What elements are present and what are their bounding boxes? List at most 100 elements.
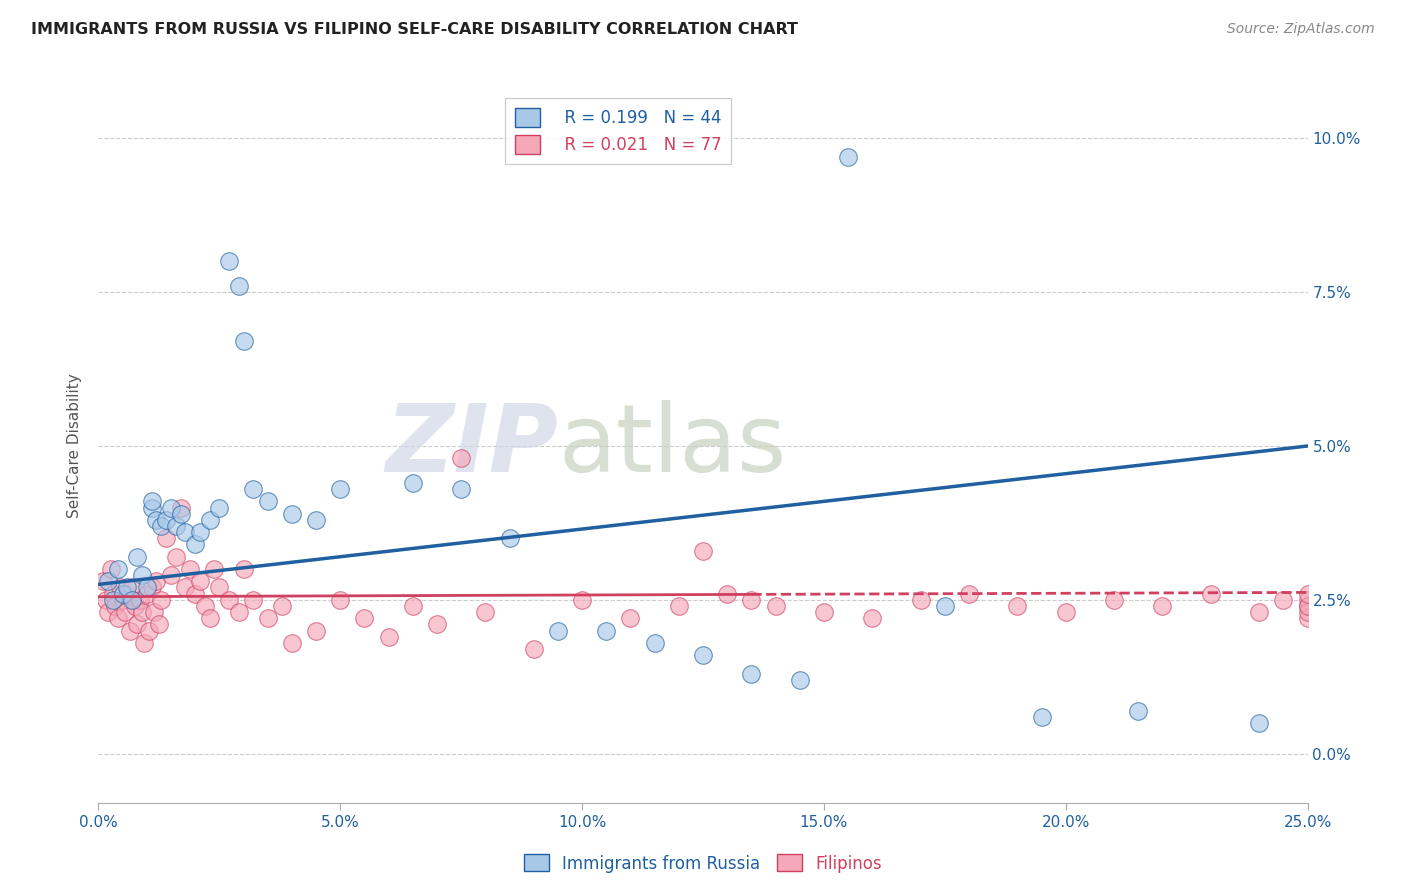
Point: [1296, 599, 1319, 613]
Point: [305, 624, 328, 638]
Point: [692, 648, 714, 662]
Point: [256, 611, 278, 625]
Point: [271, 599, 294, 613]
Point: [232, 562, 254, 576]
Point: [1128, 704, 1150, 718]
Point: [131, 568, 153, 582]
Point: [94, 592, 117, 607]
Point: [208, 581, 231, 595]
Point: [124, 599, 146, 613]
Point: [188, 525, 211, 540]
Point: [145, 513, 167, 527]
Point: [169, 507, 191, 521]
Point: [194, 599, 217, 613]
Point: [101, 592, 124, 607]
Point: [135, 587, 157, 601]
Point: [160, 568, 183, 582]
Point: [131, 605, 153, 619]
Point: [155, 513, 177, 527]
Point: [218, 592, 240, 607]
Point: [498, 531, 520, 545]
Point: [595, 624, 617, 638]
Point: [100, 562, 122, 576]
Point: [135, 581, 157, 595]
Point: [128, 592, 150, 607]
Point: [141, 581, 163, 595]
Point: [101, 587, 124, 601]
Point: [111, 587, 134, 601]
Point: [716, 587, 738, 601]
Point: [179, 562, 201, 576]
Point: [148, 617, 170, 632]
Point: [97, 574, 120, 589]
Point: [117, 587, 139, 601]
Point: [141, 494, 163, 508]
Point: [143, 605, 166, 619]
Point: [957, 587, 980, 601]
Point: [1152, 599, 1174, 613]
Point: [450, 482, 472, 496]
Point: [138, 624, 160, 638]
Text: atlas: atlas: [558, 400, 786, 492]
Text: Source: ZipAtlas.com: Source: ZipAtlas.com: [1227, 22, 1375, 37]
Point: [111, 592, 134, 607]
Point: [174, 581, 197, 595]
Point: [1054, 605, 1077, 619]
Point: [1249, 715, 1271, 730]
Point: [118, 624, 141, 638]
Point: [169, 500, 191, 515]
Point: [813, 605, 835, 619]
Point: [1296, 599, 1319, 613]
Point: [117, 581, 139, 595]
Point: [218, 254, 240, 268]
Point: [97, 605, 120, 619]
Point: [184, 587, 207, 601]
Point: [228, 605, 250, 619]
Point: [1199, 587, 1222, 601]
Point: [134, 636, 156, 650]
Point: [174, 525, 197, 540]
Point: [765, 599, 787, 613]
Point: [1296, 605, 1319, 619]
Point: [141, 500, 163, 515]
Point: [1031, 709, 1053, 723]
Point: [353, 611, 375, 625]
Point: [547, 624, 569, 638]
Y-axis label: Self-Care Disability: Self-Care Disability: [67, 374, 83, 518]
Point: [127, 549, 149, 564]
Point: [145, 574, 167, 589]
Point: [198, 611, 221, 625]
Point: [1296, 592, 1319, 607]
Text: IMMIGRANTS FROM RUSSIA VS FILIPINO SELF-CARE DISABILITY CORRELATION CHART: IMMIGRANTS FROM RUSSIA VS FILIPINO SELF-…: [31, 22, 799, 37]
Point: [402, 599, 425, 613]
Point: [160, 500, 183, 515]
Point: [204, 562, 226, 576]
Point: [934, 599, 956, 613]
Point: [619, 611, 641, 625]
Point: [281, 507, 304, 521]
Point: [114, 605, 136, 619]
Point: [523, 642, 546, 657]
Point: [329, 592, 352, 607]
Point: [860, 611, 883, 625]
Point: [644, 636, 666, 650]
Point: [232, 334, 254, 349]
Point: [1102, 592, 1125, 607]
Point: [1272, 592, 1295, 607]
Point: [127, 617, 149, 632]
Point: [184, 537, 207, 551]
Point: [1296, 587, 1319, 601]
Point: [91, 574, 114, 589]
Point: [474, 605, 496, 619]
Legend:   R = 0.199   N = 44,   R = 0.021   N = 77: R = 0.199 N = 44, R = 0.021 N = 77: [505, 97, 731, 164]
Point: [155, 531, 177, 545]
Point: [121, 592, 143, 607]
Text: ZIP: ZIP: [385, 400, 558, 492]
Point: [789, 673, 811, 687]
Point: [377, 630, 399, 644]
Point: [1249, 605, 1271, 619]
Point: [402, 475, 425, 490]
Point: [198, 513, 221, 527]
Point: [228, 279, 250, 293]
Point: [107, 611, 129, 625]
